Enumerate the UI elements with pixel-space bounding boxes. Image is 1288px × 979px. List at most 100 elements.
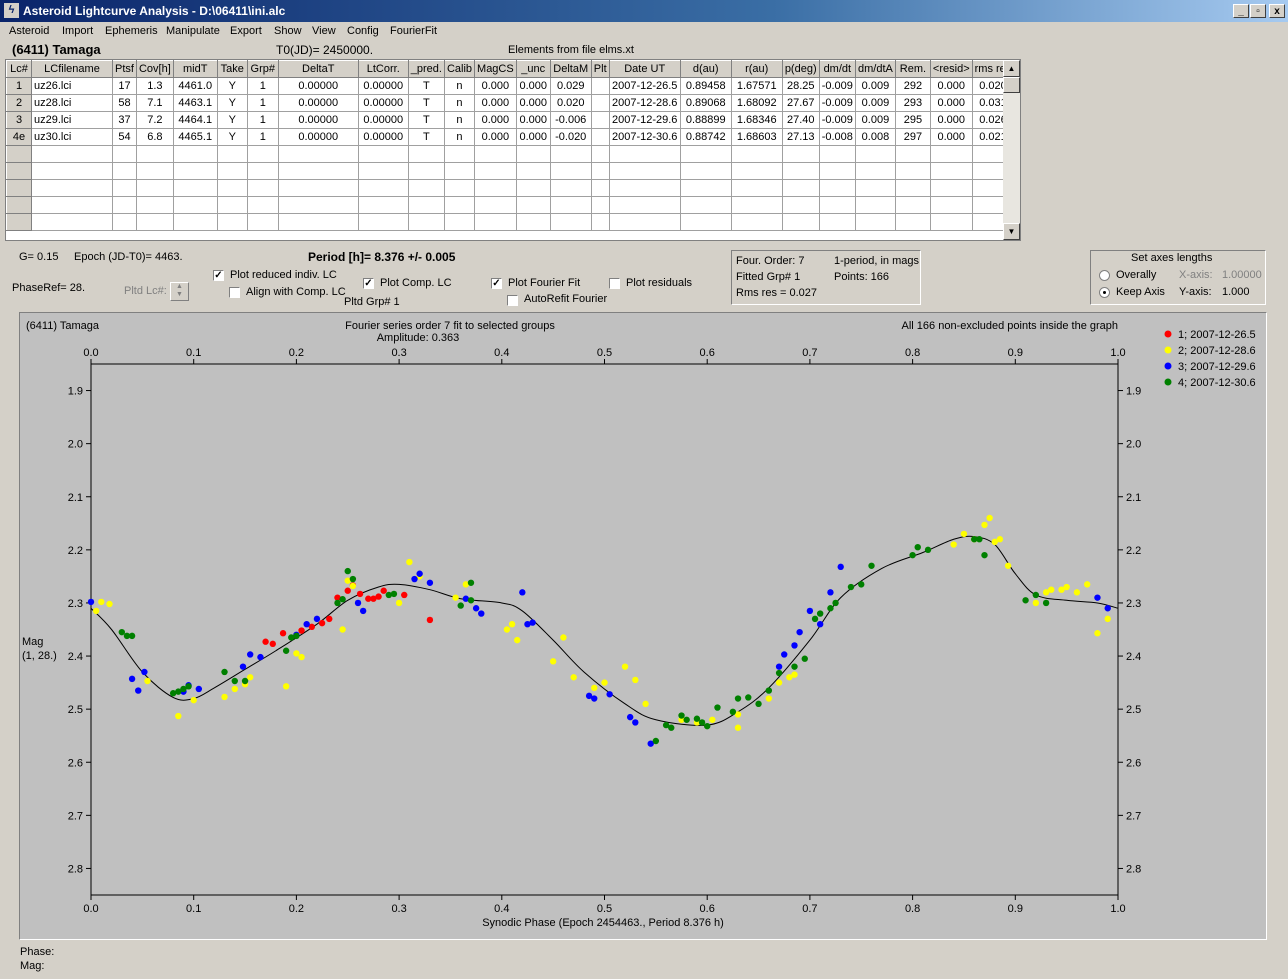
table-cell[interactable]	[679, 196, 732, 214]
column-header[interactable]: midT	[172, 60, 218, 78]
table-cell[interactable]	[781, 145, 820, 163]
table-cell[interactable]	[474, 213, 517, 231]
table-cell[interactable]	[894, 145, 931, 163]
table-cell[interactable]: 1.68092	[730, 94, 783, 112]
menu-config[interactable]: Config	[347, 25, 379, 37]
column-header[interactable]: Take	[216, 60, 248, 78]
table-cell[interactable]: 7.2	[135, 111, 174, 129]
table-cell[interactable]: 17	[112, 77, 137, 95]
table-cell[interactable]: 0.88899	[679, 111, 732, 129]
table-cell[interactable]	[679, 179, 732, 197]
table-cell[interactable]	[549, 196, 592, 214]
table-cell[interactable]	[730, 179, 783, 197]
table-cell[interactable]	[246, 196, 279, 214]
table-cell[interactable]: 6.8	[135, 128, 174, 146]
menu-export[interactable]: Export	[230, 25, 262, 37]
table-cell[interactable]	[929, 145, 973, 163]
table-cell[interactable]: 0.00000	[357, 111, 409, 129]
table-cell[interactable]	[31, 162, 113, 180]
row-index-cell[interactable]	[6, 145, 32, 163]
table-cell[interactable]	[549, 145, 592, 163]
table-cell[interactable]: 28.25	[781, 77, 820, 95]
table-cell[interactable]: 0.00000	[277, 77, 359, 95]
residuals-checkbox[interactable]	[609, 278, 620, 289]
table-cell[interactable]	[246, 145, 279, 163]
autorefit-checkbox[interactable]	[507, 295, 518, 306]
row-index-cell[interactable]: 4e	[6, 128, 32, 146]
table-cell[interactable]	[135, 179, 174, 197]
table-cell[interactable]	[407, 162, 445, 180]
table-cell[interactable]: Y	[216, 77, 248, 95]
table-cell[interactable]: 1	[246, 111, 279, 129]
table-cell[interactable]	[730, 213, 783, 231]
table-cell[interactable]	[781, 162, 820, 180]
column-header[interactable]: r(au)	[730, 60, 783, 78]
table-cell[interactable]	[818, 179, 856, 197]
table-cell[interactable]	[135, 196, 174, 214]
scroll-down-icon[interactable]: ▼	[1003, 223, 1020, 240]
table-cell[interactable]: 0.009	[854, 77, 896, 95]
table-cell[interactable]: 1.67571	[730, 77, 783, 95]
table-cell[interactable]	[894, 196, 931, 214]
table-cell[interactable]: 0.000	[515, 94, 551, 112]
column-header[interactable]: Plt	[590, 60, 610, 78]
row-index-cell[interactable]: 3	[6, 111, 32, 129]
table-cell[interactable]	[590, 179, 610, 197]
table-cell[interactable]	[112, 213, 137, 231]
table-cell[interactable]	[590, 111, 610, 129]
table-cell[interactable]	[608, 196, 681, 214]
table-cell[interactable]: -0.009	[818, 111, 856, 129]
table-cell[interactable]	[549, 179, 592, 197]
table-cell[interactable]: 0.000	[929, 111, 973, 129]
table-cell[interactable]: Y	[216, 128, 248, 146]
row-index-cell[interactable]	[6, 196, 32, 214]
table-cell[interactable]	[549, 162, 592, 180]
column-header[interactable]: Calib	[443, 60, 476, 78]
table-row[interactable]	[6, 145, 1015, 163]
table-cell[interactable]	[781, 213, 820, 231]
table-cell[interactable]	[216, 196, 248, 214]
table-cell[interactable]	[216, 162, 248, 180]
column-header[interactable]: dm/dt	[818, 60, 856, 78]
table-cell[interactable]: n	[443, 77, 476, 95]
row-index-cell[interactable]	[6, 179, 32, 197]
menu-fourierfit[interactable]: FourierFit	[390, 25, 438, 37]
table-cell[interactable]	[929, 213, 973, 231]
row-index-cell[interactable]	[6, 213, 32, 231]
table-cell[interactable]: 0.000	[474, 111, 517, 129]
table-cell[interactable]: uz26.lci	[31, 77, 113, 95]
table-cell[interactable]: T	[407, 94, 445, 112]
table-cell[interactable]	[357, 145, 409, 163]
table-cell[interactable]	[474, 162, 517, 180]
table-cell[interactable]	[515, 145, 551, 163]
table-cell[interactable]: 293	[894, 94, 931, 112]
column-header[interactable]: _pred.	[407, 60, 445, 78]
table-cell[interactable]	[277, 196, 359, 214]
table-cell[interactable]	[929, 162, 973, 180]
table-cell[interactable]: 4465.1	[172, 128, 218, 146]
table-cell[interactable]	[929, 179, 973, 197]
row-index-cell[interactable]: 1	[6, 77, 32, 95]
table-cell[interactable]: 0.89068	[679, 94, 732, 112]
table-row[interactable]	[6, 213, 1015, 231]
table-cell[interactable]	[31, 179, 113, 197]
column-header[interactable]: _unc	[515, 60, 551, 78]
column-header[interactable]: Lc#	[6, 60, 32, 78]
table-cell[interactable]	[818, 213, 856, 231]
plot-panel[interactable]: (6411) Tamaga Fourier series order 7 fit…	[19, 312, 1267, 940]
table-cell[interactable]	[112, 162, 137, 180]
table-cell[interactable]	[216, 179, 248, 197]
table-cell[interactable]: 297	[894, 128, 931, 146]
table-cell[interactable]	[590, 145, 610, 163]
scroll-thumb[interactable]	[1003, 77, 1020, 93]
scroll-up-icon[interactable]: ▲	[1003, 60, 1020, 77]
menu-asteroid[interactable]: Asteroid	[9, 25, 50, 37]
table-cell[interactable]: 4464.1	[172, 111, 218, 129]
table-cell[interactable]: 0.00000	[277, 94, 359, 112]
table-cell[interactable]	[443, 179, 476, 197]
table-cell[interactable]: T	[407, 128, 445, 146]
table-cell[interactable]	[112, 179, 137, 197]
table-cell[interactable]: 0.00000	[357, 128, 409, 146]
